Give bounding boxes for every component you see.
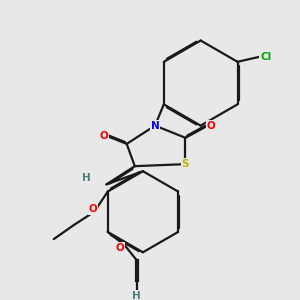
Text: S: S xyxy=(182,159,189,169)
Text: H: H xyxy=(82,173,91,183)
Text: O: O xyxy=(206,121,215,130)
Text: O: O xyxy=(116,243,124,253)
Text: N: N xyxy=(151,121,159,130)
Text: O: O xyxy=(99,131,108,141)
Text: Cl: Cl xyxy=(260,52,272,62)
Text: O: O xyxy=(88,204,97,214)
Text: H: H xyxy=(133,291,141,300)
